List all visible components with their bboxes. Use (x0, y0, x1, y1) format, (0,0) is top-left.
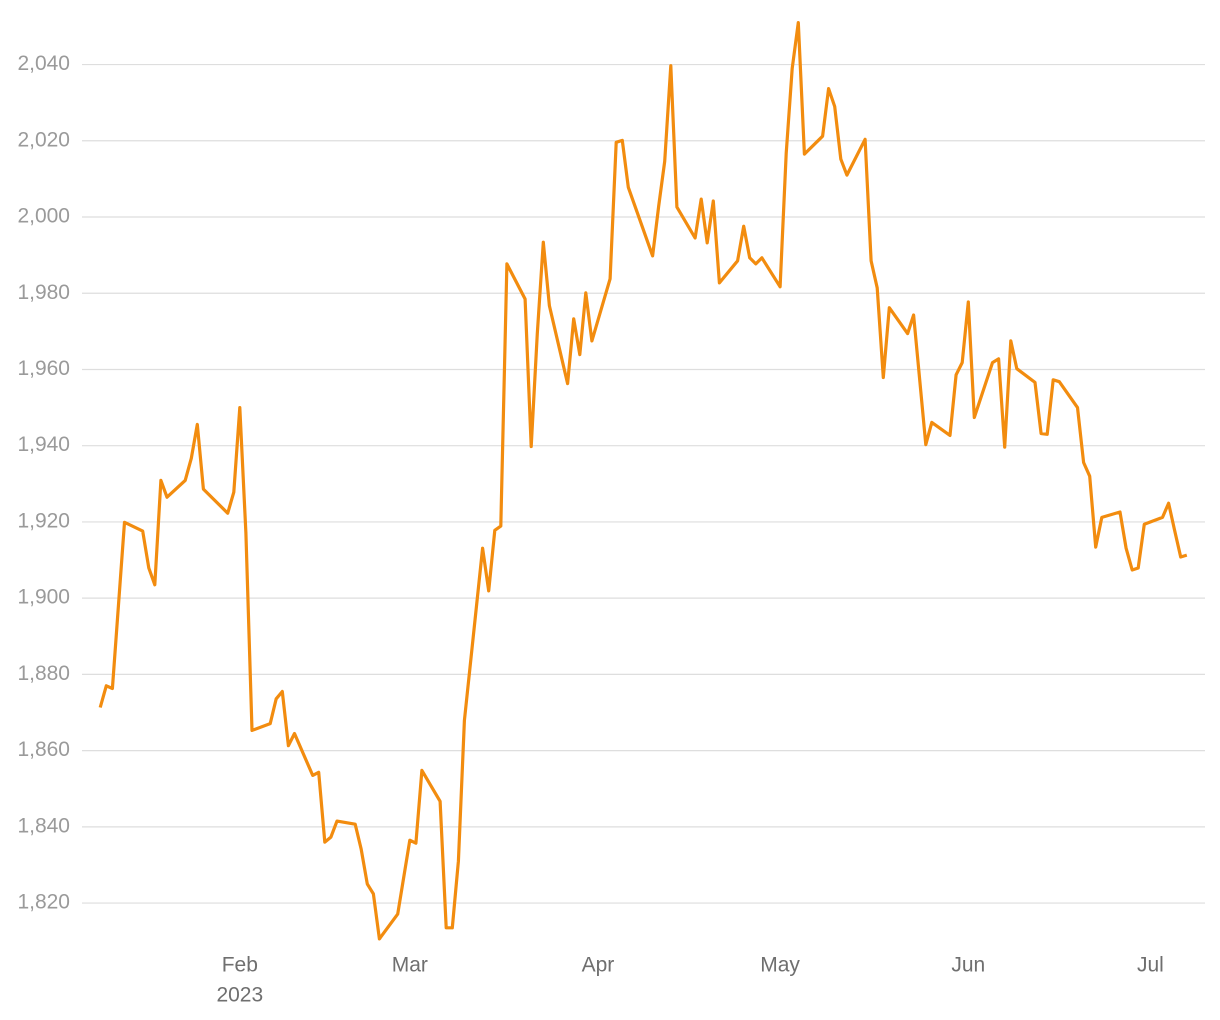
y-tick-label: 1,860 (17, 738, 70, 761)
price-line (98, 21, 1188, 941)
y-tick-label: 2,000 (17, 205, 70, 228)
x-tick-label: Jul (1137, 954, 1164, 977)
x-tick-label: Feb (222, 954, 258, 977)
y-tick-label: 1,920 (17, 509, 70, 532)
x-tick-label: Jun (951, 954, 985, 977)
y-tick-label: 2,040 (17, 52, 70, 75)
y-tick-label: 2,020 (17, 128, 70, 151)
x-tick-label: Mar (392, 954, 428, 977)
y-tick-label: 1,900 (17, 586, 70, 609)
y-tick-label: 1,980 (17, 281, 70, 304)
x-tick-label: Apr (582, 954, 615, 977)
y-tick-label: 1,820 (17, 891, 70, 914)
y-tick-label: 1,940 (17, 433, 70, 456)
x-tick-label: May (760, 954, 800, 977)
y-tick-label: 1,840 (17, 814, 70, 837)
y-tick-label: 1,880 (17, 662, 70, 685)
y-tick-label: 1,960 (17, 357, 70, 380)
x-year-label: 2023 (216, 984, 263, 1007)
